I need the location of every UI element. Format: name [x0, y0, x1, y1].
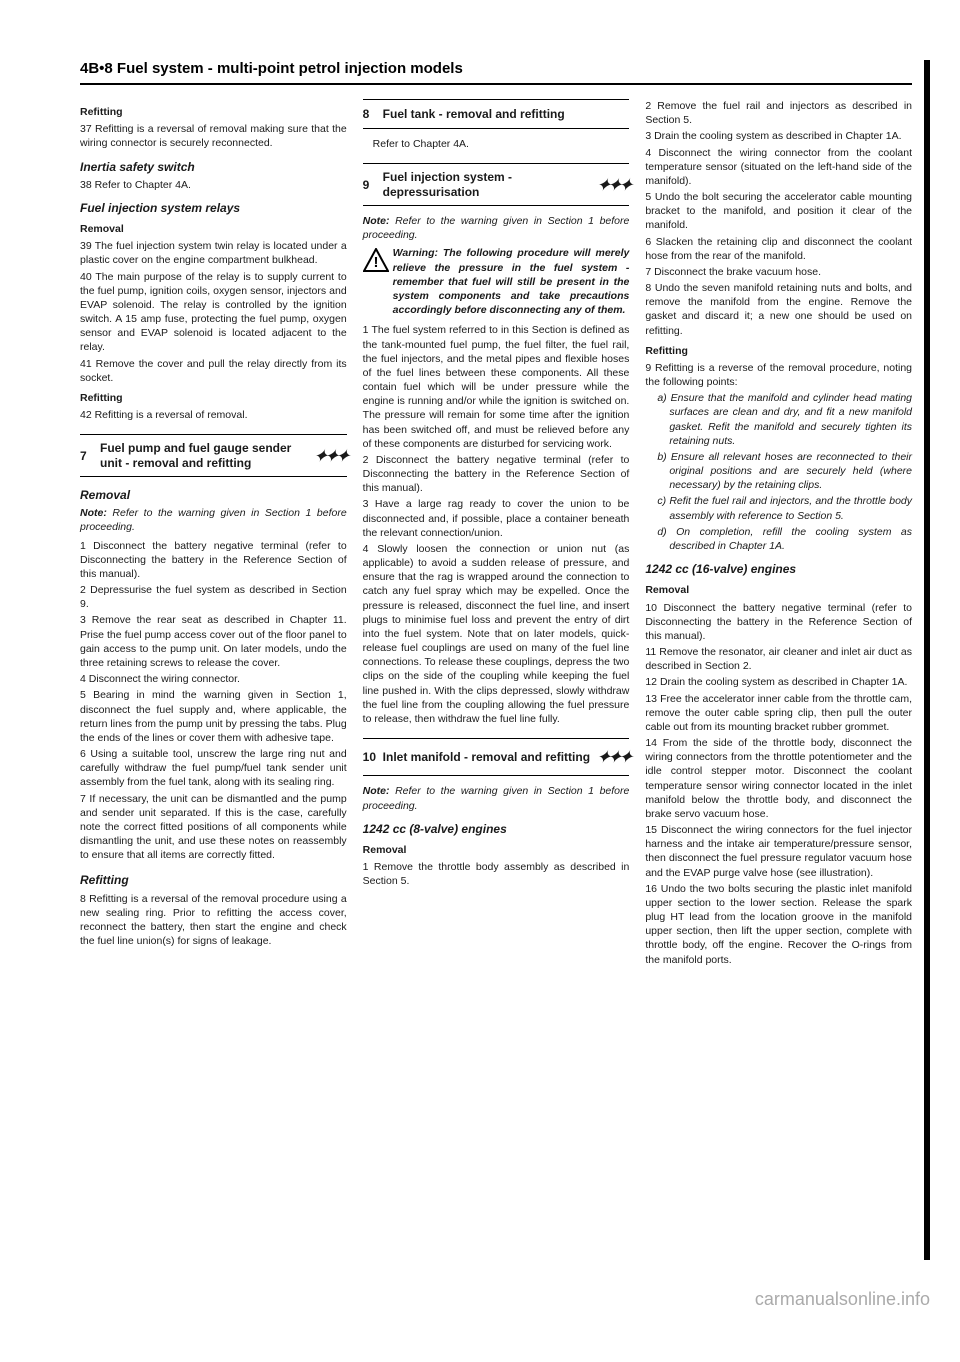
para-s10-15: 15 Disconnect the wiring connectors for …: [645, 823, 912, 880]
section-7-num: 7: [80, 448, 100, 464]
column-1: Refitting 37 Refitting is a reversal of …: [80, 99, 347, 969]
heading-refitting-4: Refitting: [645, 344, 912, 358]
heading-inertia: Inertia safety switch: [80, 159, 347, 175]
difficulty-icon: ✦✦✦: [590, 745, 632, 769]
section-7-title: Fuel pump and fuel gauge sender unit - r…: [100, 441, 309, 470]
para-s10-2: 2 Remove the fuel rail and injectors as …: [645, 99, 912, 127]
heading-refitting-3: Refitting: [80, 872, 347, 888]
para-s10-4: 4 Disconnect the wiring connector from t…: [645, 146, 912, 189]
heading-8v: 1242 cc (8-valve) engines: [363, 821, 630, 837]
section-10-num: 10: [363, 749, 383, 765]
column-3: 2 Remove the fuel rail and injectors as …: [645, 99, 912, 969]
section-9-title: Fuel injection system - depressurisation: [383, 170, 592, 199]
svg-text:!: !: [373, 254, 378, 271]
list-item-c: c) Refit the fuel rail and injectors, an…: [657, 494, 912, 522]
para-s9-1: 1 The fuel system referred to in this Se…: [363, 323, 630, 451]
para-s10-3: 3 Drain the cooling system as described …: [645, 129, 912, 143]
para-s10-7: 7 Disconnect the brake vacuum hose.: [645, 265, 912, 279]
note-2: Note: Refer to the warning given in Sect…: [363, 214, 630, 242]
para-40: 40 The main purpose of the relay is to s…: [80, 270, 347, 355]
para-s10-5: 5 Undo the bolt securing the accelerator…: [645, 190, 912, 233]
list-item-d: d) On completion, refill the cooling sys…: [657, 525, 912, 553]
para-s7-2: 2 Depressurise the fuel system as descri…: [80, 583, 347, 611]
section-8-box: 8 Fuel tank - removal and refitting: [363, 99, 630, 129]
column-2: 8 Fuel tank - removal and refitting Refe…: [363, 99, 630, 969]
section-10-box: 10 Inlet manifold - removal and refittin…: [363, 738, 630, 776]
heading-removal-4: Removal: [645, 583, 912, 597]
section-8-title: Fuel tank - removal and refitting: [383, 107, 630, 121]
para-41: 41 Remove the cover and pull the relay d…: [80, 357, 347, 385]
para-s10-9: 9 Refitting is a reverse of the removal …: [645, 361, 912, 389]
heading-removal-1: Removal: [80, 222, 347, 236]
warning-icon: !: [363, 248, 389, 272]
difficulty-icon: ✦✦✦: [590, 173, 632, 197]
para-s7-1: 1 Disconnect the battery negative termin…: [80, 539, 347, 582]
para-s7-8: 8 Refitting is a reversal of the removal…: [80, 892, 347, 949]
para-s10-11: 11 Remove the resonator, air cleaner and…: [645, 645, 912, 673]
para-s9-2: 2 Disconnect the battery negative termin…: [363, 453, 630, 496]
para-s10-12: 12 Drain the cooling system as described…: [645, 675, 912, 689]
para-s9-4: 4 Slowly loosen the connection or union …: [363, 542, 630, 726]
heading-refitting-2: Refitting: [80, 391, 347, 405]
section-7-box: 7 Fuel pump and fuel gauge sender unit -…: [80, 434, 347, 477]
para-s10-8: 8 Undo the seven manifold retaining nuts…: [645, 281, 912, 338]
para-37: 37 Refitting is a reversal of removal ma…: [80, 122, 347, 150]
column-layout: Refitting 37 Refitting is a reversal of …: [80, 99, 912, 969]
para-s7-7: 7 If necessary, the unit can be dismantl…: [80, 792, 347, 863]
para-38: 38 Refer to Chapter 4A.: [80, 178, 347, 192]
heading-removal-3: Removal: [363, 843, 630, 857]
list-item-b: b) Ensure all relevant hoses are reconne…: [657, 450, 912, 493]
difficulty-icon: ✦✦✦: [307, 444, 349, 468]
warning-block: ! Warning: The following procedure will …: [363, 246, 630, 319]
heading-16v: 1242 cc (16-valve) engines: [645, 561, 912, 577]
note-3: Note: Refer to the warning given in Sect…: [363, 784, 630, 812]
watermark: carmanualsonline.info: [755, 1289, 930, 1310]
heading-fir: Fuel injection system relays: [80, 200, 347, 216]
section-10-title: Inlet manifold - removal and refitting: [383, 750, 592, 764]
para-s10-13: 13 Free the accelerator inner cable from…: [645, 692, 912, 735]
para-s10-1: 1 Remove the throttle body assembly as d…: [363, 860, 630, 888]
page-header: 4B•8 Fuel system - multi-point petrol in…: [80, 60, 912, 85]
para-s7-6: 6 Using a suitable tool, unscrew the lar…: [80, 747, 347, 790]
para-s9-3: 3 Have a large rag ready to cover the un…: [363, 497, 630, 540]
para-s7-4: 4 Disconnect the wiring connector.: [80, 672, 347, 686]
section-9-box: 9 Fuel injection system - depressurisati…: [363, 163, 630, 206]
para-42: 42 Refitting is a reversal of removal.: [80, 408, 347, 422]
warning-text: Warning: The following procedure will me…: [393, 246, 630, 317]
note-1: Note: Refer to the warning given in Sect…: [80, 506, 347, 534]
para-s7-3: 3 Remove the rear seat as described in C…: [80, 613, 347, 670]
heading-refitting: Refitting: [80, 105, 347, 119]
para-s10-14: 14 From the side of the throttle body, d…: [645, 736, 912, 821]
list-item-a: a) Ensure that the manifold and cylinder…: [657, 391, 912, 448]
para-s10-10: 10 Disconnect the battery negative termi…: [645, 601, 912, 644]
section-9-num: 9: [363, 177, 383, 193]
para-39: 39 The fuel injection system twin relay …: [80, 239, 347, 267]
para-refer-4a: Refer to Chapter 4A.: [373, 137, 630, 151]
page-content: 4B•8 Fuel system - multi-point petrol in…: [80, 60, 930, 1260]
heading-removal-2: Removal: [80, 487, 347, 503]
refitting-list: a) Ensure that the manifold and cylinder…: [645, 391, 912, 553]
para-s10-6: 6 Slacken the retaining clip and disconn…: [645, 235, 912, 263]
para-s10-16: 16 Undo the two bolts securing the plast…: [645, 882, 912, 967]
section-8-num: 8: [363, 106, 383, 122]
para-s7-5: 5 Bearing in mind the warning given in S…: [80, 688, 347, 745]
